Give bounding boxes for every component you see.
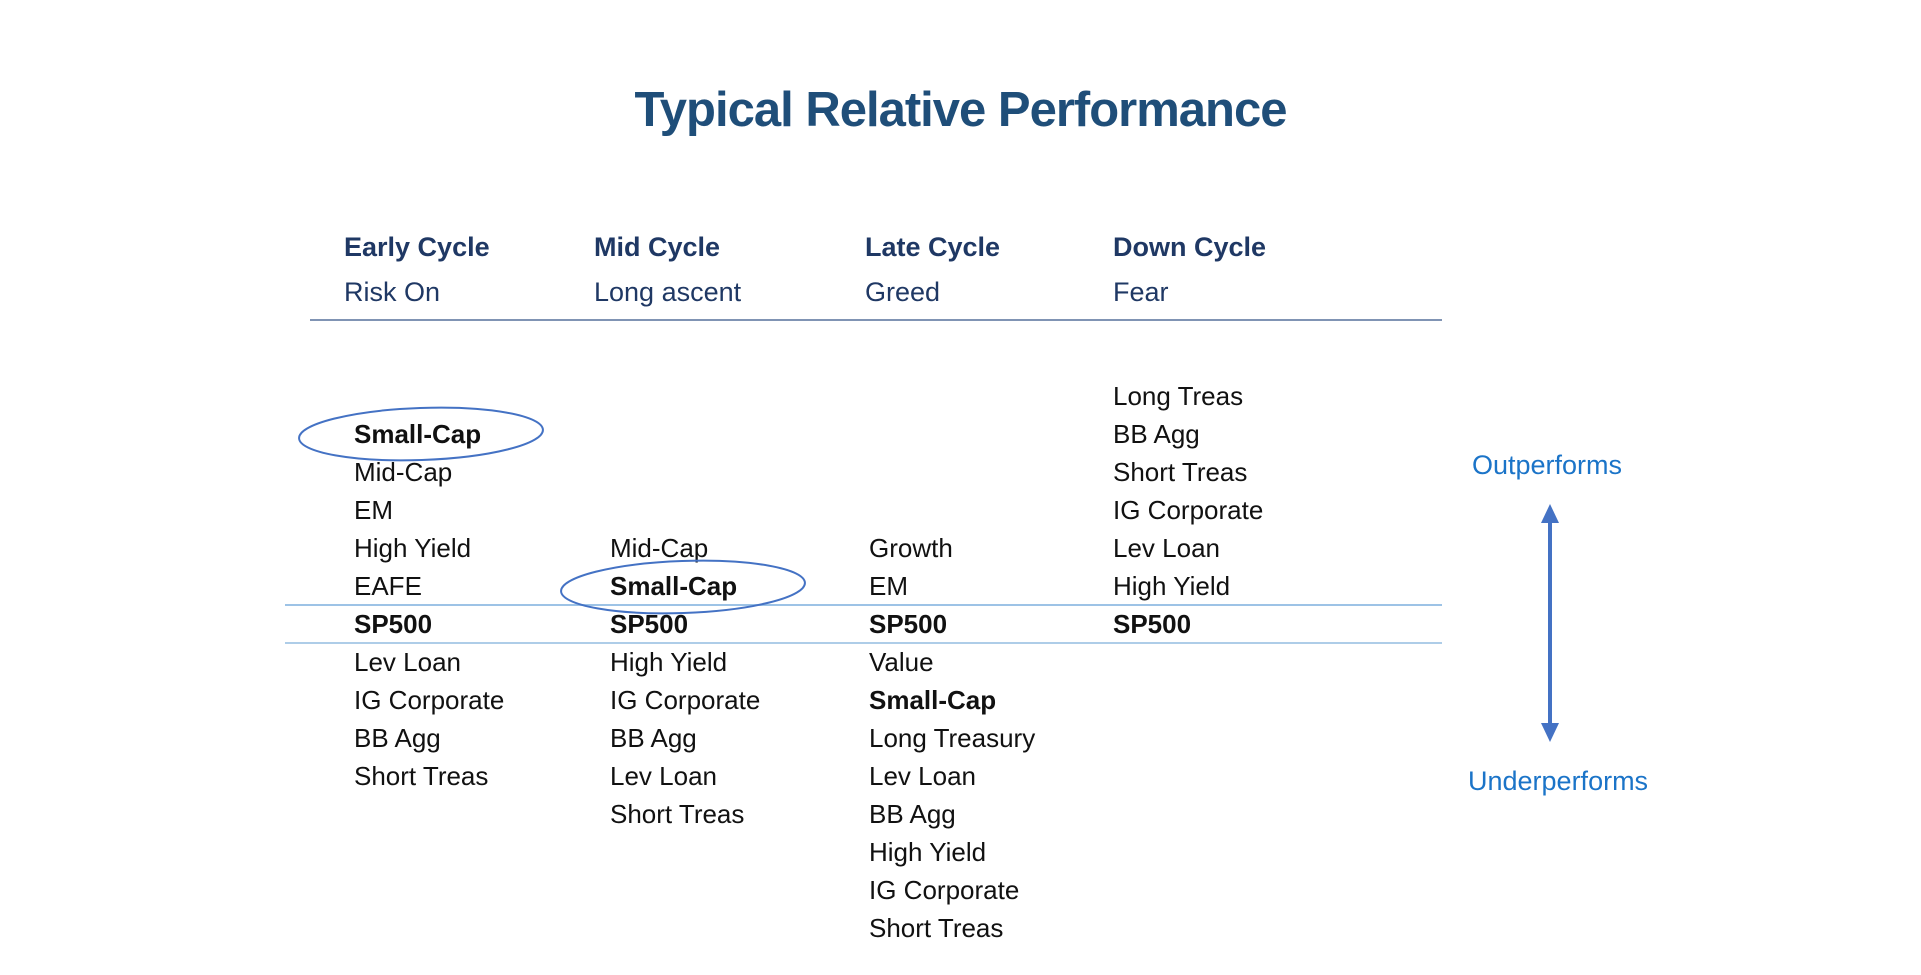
ellipse-annotation-mid-small-cap: [560, 559, 806, 615]
item-early-mid-cap: Mid-Cap: [354, 457, 453, 487]
item-early-em: EM: [354, 495, 393, 525]
item-down-lev-loan: Lev Loan: [1113, 533, 1220, 563]
column-subtitle-late: Greed: [865, 277, 941, 307]
column-header-early: Early Cycle: [344, 232, 490, 262]
item-mid-mid-cap: Mid-Cap: [610, 533, 709, 563]
underperforms-label: Underperforms: [1468, 766, 1649, 796]
item-mid-high-yield: High Yield: [610, 647, 728, 677]
item-down-bb-agg: BB Agg: [1113, 419, 1200, 449]
item-late-small-cap: Small-Cap: [869, 685, 997, 715]
baseline-sp500-late: SP500: [869, 609, 948, 639]
column-subtitle-early: Risk On: [344, 277, 441, 307]
item-late-ig-corporate: IG Corporate: [869, 875, 1020, 905]
item-mid-bb-agg: BB Agg: [610, 723, 697, 753]
item-late-lev-loan: Lev Loan: [869, 761, 976, 791]
item-late-short-treas: Short Treas: [869, 913, 1004, 943]
item-mid-short-treas: Short Treas: [610, 799, 745, 829]
column-subtitle-down: Fear: [1113, 277, 1169, 307]
item-early-ig-corporate: IG Corporate: [354, 685, 505, 715]
baseline-divider-bottom: [285, 642, 1442, 644]
item-late-bb-agg: BB Agg: [869, 799, 956, 829]
outperforms-label: Outperforms: [1472, 450, 1623, 480]
performance-table: Small-Cap Mid-Cap EM High Yield EAFE SP5…: [285, 377, 1442, 947]
baseline-sp500-early: SP500: [354, 609, 433, 639]
item-down-short-treas: Short Treas: [1113, 457, 1248, 487]
column-header-late: Late Cycle: [865, 232, 1001, 262]
item-mid-ig-corporate: IG Corporate: [610, 685, 761, 715]
item-late-long-treasury: Long Treasury: [869, 723, 1036, 753]
column-header-down: Down Cycle: [1113, 232, 1267, 262]
baseline-divider-top: [285, 604, 1442, 606]
page-title: Typical Relative Performance: [634, 83, 1288, 137]
updown-arrow-icon: [1541, 504, 1559, 742]
item-early-bb-agg: BB Agg: [354, 723, 441, 753]
item-down-long-treas: Long Treas: [1113, 381, 1244, 411]
item-down-ig-corporate: IG Corporate: [1113, 495, 1264, 525]
item-early-eafe: EAFE: [354, 571, 422, 601]
item-late-value: Value: [869, 647, 934, 677]
ellipse-annotation-early-small-cap: [298, 406, 544, 462]
item-down-high-yield: High Yield: [1113, 571, 1231, 601]
item-early-lev-loan: Lev Loan: [354, 647, 461, 677]
baseline-sp500-down: SP500: [1113, 609, 1192, 639]
header-rule-divider: [310, 319, 1442, 321]
item-late-high-yield: High Yield: [869, 837, 987, 867]
column-subtitle-mid: Long ascent: [594, 277, 742, 307]
item-mid-lev-loan: Lev Loan: [610, 761, 717, 791]
item-early-high-yield: High Yield: [354, 533, 472, 563]
column-header-mid: Mid Cycle: [594, 232, 721, 262]
item-early-short-treas: Short Treas: [354, 761, 489, 791]
item-late-em: EM: [869, 571, 908, 601]
item-late-growth: Growth: [869, 533, 953, 563]
item-early-small-cap: Small-Cap: [354, 419, 482, 449]
item-mid-small-cap: Small-Cap: [610, 571, 738, 601]
